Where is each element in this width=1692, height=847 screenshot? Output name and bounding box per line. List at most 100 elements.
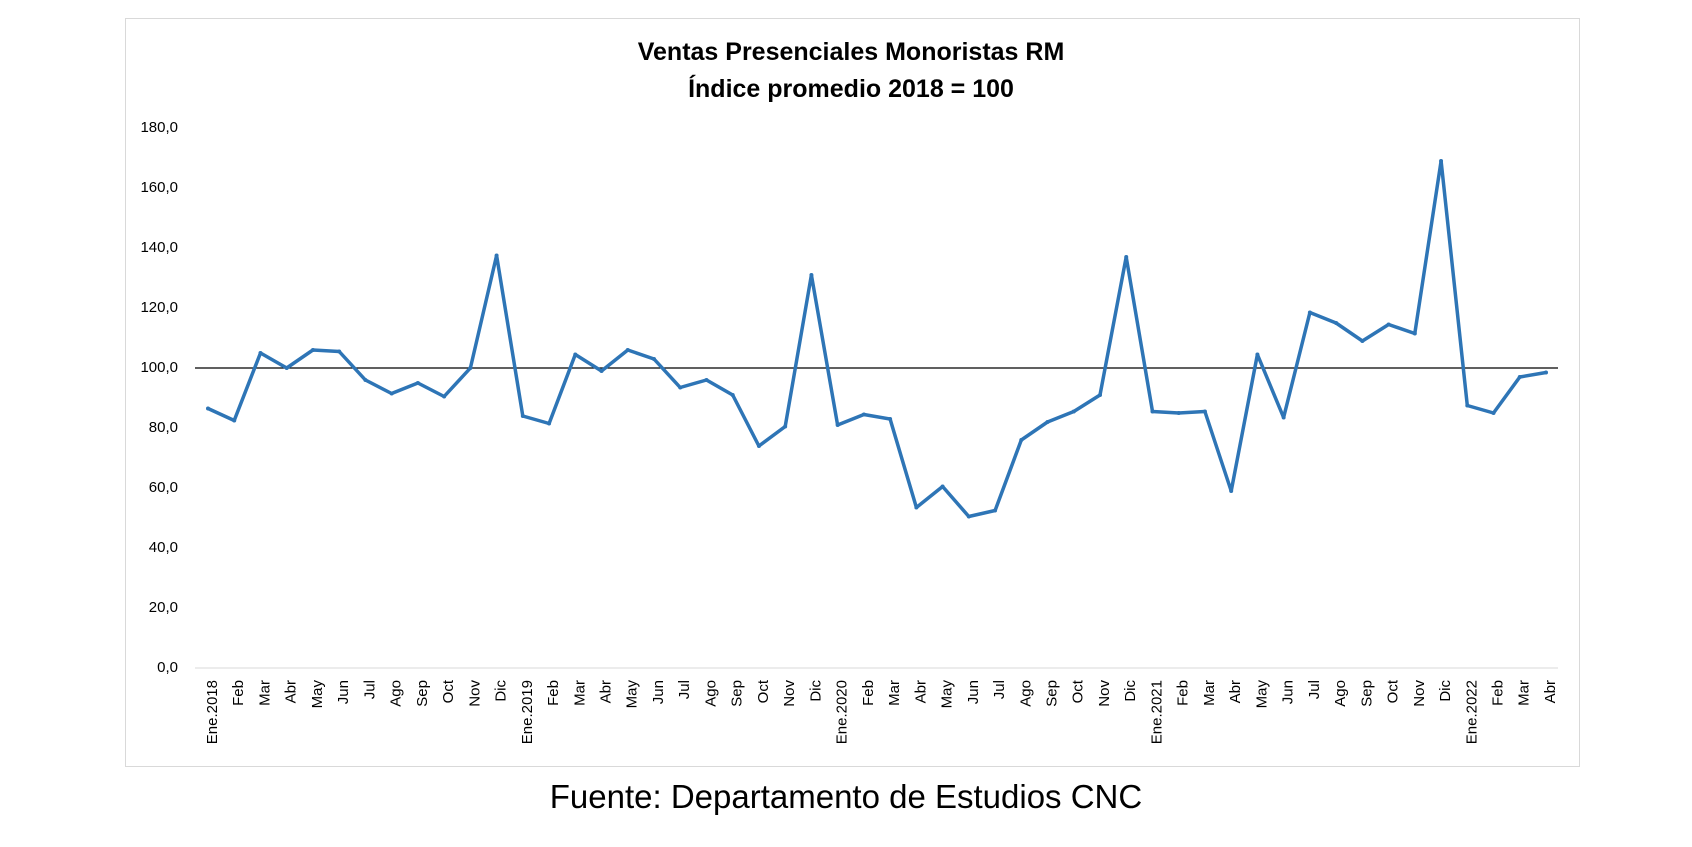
data-point — [1544, 370, 1548, 375]
x-tick-label: Ene.2022 — [1463, 680, 1480, 744]
x-tick-label: Ago — [388, 680, 405, 707]
x-tick-label: Ene.2019 — [519, 680, 536, 744]
x-tick-label: Oct — [1070, 679, 1087, 703]
data-point — [625, 348, 630, 352]
data-point — [888, 417, 893, 421]
data-point — [1019, 438, 1024, 442]
data-point — [599, 369, 604, 373]
data-point — [1412, 331, 1417, 336]
data-point — [547, 421, 552, 426]
chart-title-line-2: Índice promedio 2018 = 100 — [688, 74, 1014, 103]
x-tick-label: Nov — [1411, 680, 1428, 707]
x-tick-label: Abr — [1227, 680, 1244, 703]
chart-frame — [125, 18, 1580, 767]
data-point — [1176, 411, 1181, 415]
data-point — [1360, 339, 1365, 343]
x-tick-label: Ene.2018 — [204, 680, 221, 744]
data-point — [809, 273, 814, 277]
x-tick-label: Feb — [1175, 680, 1192, 706]
data-point — [389, 391, 394, 396]
x-tick-label: Nov — [466, 680, 483, 707]
data-point — [783, 424, 788, 429]
x-tick-label: May — [624, 680, 641, 709]
data-point — [1229, 489, 1234, 493]
data-point — [1307, 310, 1312, 315]
data-point — [206, 406, 210, 411]
data-point — [310, 348, 315, 352]
data-point — [861, 412, 866, 417]
data-point — [1071, 409, 1076, 414]
source-note: Fuente: Departamento de Estudios CNC — [549, 778, 1143, 815]
data-point — [1255, 352, 1260, 357]
data-point — [704, 378, 709, 382]
y-tick-label: 120,0 — [140, 299, 178, 316]
data-point — [1386, 322, 1391, 327]
x-tick-label: Mar — [886, 680, 903, 706]
data-point — [940, 484, 945, 489]
data-point — [415, 381, 420, 385]
x-tick-label: May — [939, 680, 956, 709]
x-tick-label: Jul — [676, 680, 693, 699]
series-points — [206, 159, 1548, 519]
data-point — [730, 393, 735, 397]
data-point — [258, 351, 263, 355]
data-point — [1098, 393, 1102, 397]
data-point — [1491, 411, 1496, 415]
x-tick-label: Feb — [545, 680, 562, 706]
y-tick-label: 180,0 — [140, 119, 178, 136]
y-tick-label: 140,0 — [140, 239, 178, 256]
x-tick-label: Dic — [1437, 680, 1454, 702]
data-point — [442, 394, 447, 399]
x-tick-label: Sep — [1358, 680, 1375, 707]
x-tick-label: Nov — [781, 680, 798, 707]
x-tick-label: Ago — [1332, 680, 1349, 707]
x-tick-label: Jul — [991, 680, 1008, 699]
x-tick-label: Jul — [361, 680, 378, 699]
data-point — [1465, 403, 1470, 408]
x-tick-label: Jun — [965, 680, 982, 704]
x-tick-label: Oct — [755, 679, 772, 703]
data-point — [1150, 409, 1155, 414]
x-tick-label: Feb — [230, 680, 247, 706]
data-point — [1334, 321, 1339, 325]
x-tick-label: Ene.2021 — [1148, 680, 1165, 744]
x-tick-label: Mar — [571, 680, 588, 706]
data-point — [993, 508, 998, 513]
data-point — [363, 378, 368, 382]
x-tick-label: Sep — [414, 680, 431, 707]
x-tick-label: Dic — [1122, 680, 1139, 702]
data-point — [1517, 375, 1522, 379]
x-tick-label: May — [309, 680, 326, 709]
x-tick-label: Mar — [1201, 680, 1218, 706]
data-point — [520, 414, 525, 418]
data-point — [1202, 409, 1207, 414]
data-point — [1439, 159, 1444, 163]
data-point — [1045, 420, 1050, 424]
data-point — [337, 349, 342, 354]
data-point — [1124, 255, 1129, 259]
x-tick-label: Abr — [597, 680, 614, 703]
data-point — [1281, 415, 1286, 420]
data-point — [468, 366, 473, 370]
data-point — [835, 423, 840, 427]
x-tick-label: Abr — [912, 680, 929, 703]
data-point — [573, 352, 578, 357]
data-point — [494, 253, 499, 258]
data-point — [966, 514, 971, 519]
x-tick-label: Jul — [1306, 680, 1323, 699]
series-line — [206, 159, 1548, 519]
data-point — [232, 418, 237, 423]
x-tick-label: Jun — [335, 680, 352, 704]
y-tick-label: 0,0 — [157, 659, 178, 676]
x-tick-label: Abr — [283, 680, 300, 703]
y-tick-label: 40,0 — [149, 539, 178, 556]
y-tick-label: 60,0 — [149, 479, 178, 496]
chart-title-line-1: Ventas Presenciales Monoristas RM — [638, 38, 1065, 66]
x-tick-label: May — [1253, 680, 1270, 709]
x-tick-label: Ago — [702, 680, 719, 707]
x-tick-label: Jun — [650, 680, 667, 704]
x-tick-label: Dic — [807, 680, 824, 702]
x-tick-label: Sep — [1043, 680, 1060, 707]
y-tick-label: 20,0 — [149, 599, 178, 616]
